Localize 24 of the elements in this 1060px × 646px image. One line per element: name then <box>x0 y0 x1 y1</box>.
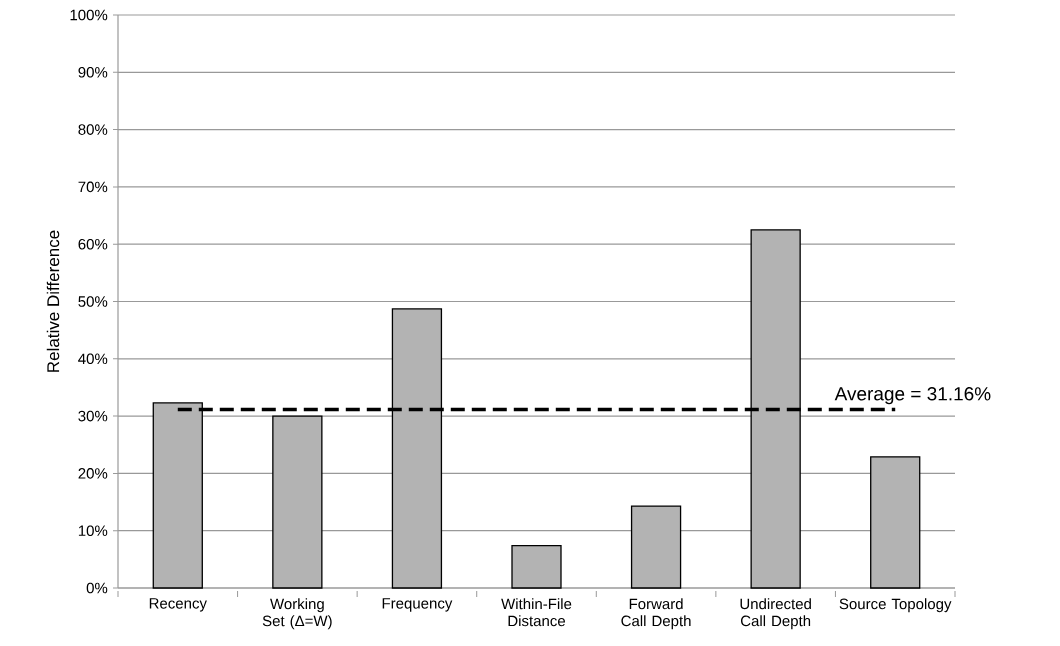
y-tick-label: 70% <box>78 181 108 193</box>
x-tick-label: Source Topology <box>839 598 952 613</box>
x-tick-label: Frequency <box>382 598 453 612</box>
bar <box>630 505 682 589</box>
y-axis-title: Relative Difference <box>46 230 60 372</box>
x-tick-label: Undirected Call Depth <box>740 598 811 630</box>
y-tick-label: 100% <box>70 9 108 21</box>
y-tick-label: 20% <box>78 468 108 479</box>
bar <box>272 415 323 589</box>
x-tick-label: Recency <box>149 598 207 612</box>
ref-line-label: Average = 31.16% <box>834 387 991 405</box>
y-tick-label: 90% <box>78 66 108 78</box>
y-tick-label: 40% <box>78 353 108 365</box>
y-tick-label: 30% <box>78 410 108 422</box>
x-tick-label: Within-File Distance <box>501 598 572 627</box>
x-tick-label: Working Set (Δ=W) <box>262 598 332 630</box>
y-tick-label: 60% <box>78 238 108 250</box>
y-tick-label: 10% <box>78 525 108 537</box>
y-tick-label: 80% <box>78 124 108 135</box>
y-tick-label: 0% <box>86 582 108 594</box>
bar <box>870 456 921 589</box>
bar <box>511 544 562 589</box>
y-tick-label: 50% <box>78 296 108 307</box>
x-tick-label: Forward Call Depth <box>621 598 691 630</box>
